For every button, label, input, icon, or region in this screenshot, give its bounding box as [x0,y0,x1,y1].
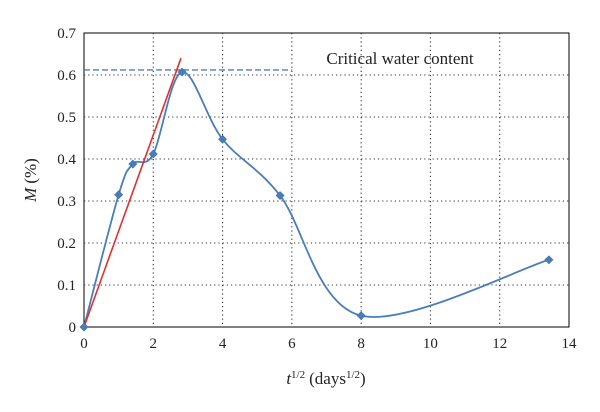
data-point-0 [79,322,89,332]
y-tick-label-3: 0.3 [57,194,76,210]
y-tick-label-6: 0.6 [57,68,76,84]
x-tick-labels: 0 2 4 6 8 10 12 14 [80,336,577,352]
initial-slope-line [83,57,182,328]
plot-frame [83,32,570,328]
data-point-7 [356,311,366,321]
data-point-8 [544,255,554,265]
y-axis-title: M (%) [21,158,40,203]
x-axis-unit: (days [309,369,346,388]
y-tick-label-7: 0.7 [57,26,76,42]
x-axis-title: t1/2 (days1/2) [286,369,365,388]
data-point-6 [275,191,285,200]
x-axis-exp: 1/2 [291,369,305,381]
y-tick-label-1: 0.1 [57,278,76,294]
y-axis-unit: (%) [21,158,40,183]
y-tick-label-4: 0.4 [57,152,76,168]
data-point-3 [148,149,158,159]
x-tick-label-5: 10 [423,336,438,352]
x-tick-label-3: 6 [288,336,296,352]
x-axis-var: t [286,369,292,388]
y-tick-label-2: 0.2 [57,236,76,252]
x-tick-label-6: 12 [492,336,507,352]
y-tick-label-5: 0.5 [57,110,76,126]
x-tick-label-7: 14 [562,336,578,352]
data-point-4 [177,67,187,77]
reference-line-group: Critical water content [84,49,474,71]
y-tick-label-0: 0 [69,320,77,336]
critical-water-content-label: Critical water content [326,49,474,68]
x-tick-label-0: 0 [80,336,88,352]
x-tick-label-1: 2 [150,336,158,352]
x-tick-label-2: 4 [219,336,227,352]
moisture-curve [83,71,550,328]
data-point-5 [218,134,227,144]
data-point-1 [114,190,124,200]
y-tick-labels: 0 0.1 0.2 0.3 0.4 0.5 0.6 0.7 [57,26,76,336]
x-axis-unit-exp: 1/2 [346,369,360,381]
data-point-2 [128,159,138,169]
x-tick-label-4: 8 [357,336,365,352]
series-group [79,57,554,332]
x-axis-close: ) [360,369,366,388]
grid [84,33,569,327]
y-axis-var: M [21,187,40,203]
